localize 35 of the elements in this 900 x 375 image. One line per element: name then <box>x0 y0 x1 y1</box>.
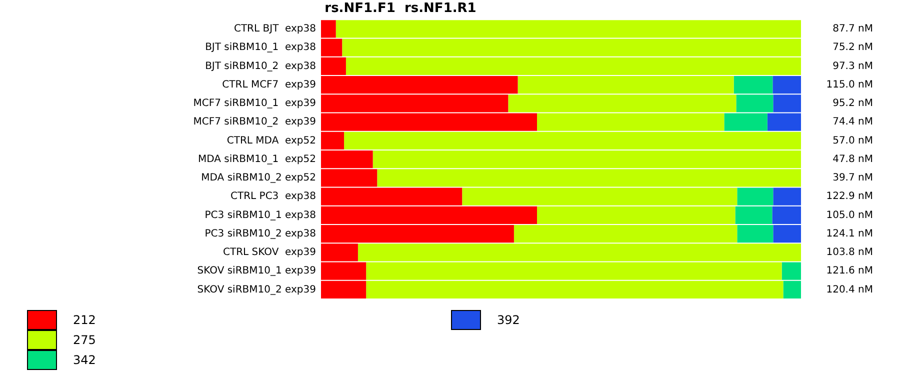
text: 105.0 nM <box>826 210 873 221</box>
y-tick-label: PC3 siRBM10_1 exp38 <box>204 210 316 221</box>
y-tick-label: MCF7 siRBM10_1 exp39 <box>193 98 316 110</box>
legend-label: 275 <box>73 333 96 347</box>
text: 39.7 nM <box>832 172 873 184</box>
y-tick-label: CTRL PC3 exp38 <box>230 191 316 202</box>
y-tick-label: SKOV siRBM10_1 exp39 <box>197 266 316 277</box>
text: 120.4 nM <box>826 284 873 296</box>
y-tick-label: CTRL BJT exp38 <box>234 24 316 35</box>
y-tick-label: CTRL MDA exp52 <box>226 135 316 146</box>
legend-label: 212 <box>73 313 96 327</box>
text: 103.8 nM <box>826 247 873 258</box>
y-tick-label: MDA siRBM10_1 exp52 <box>198 154 316 165</box>
legend-label: 392 <box>497 313 520 327</box>
text: 115.0 nM <box>826 79 873 90</box>
chart-title: rs.NF1.F1 rs.NF1.R1 <box>324 1 476 16</box>
y-tick-label: PC3 siRBM10_2 exp38 <box>204 228 316 240</box>
text: 97.3 nM <box>832 60 873 72</box>
y-tick-label: CTRL SKOV exp39 <box>222 247 316 258</box>
y-tick-label: CTRL MCF7 exp39 <box>222 79 316 90</box>
text: 57.0 nM <box>832 135 873 146</box>
text: 75.2 nM <box>832 42 873 54</box>
y-tick-label: MDA siRBM10_2 exp52 <box>201 172 316 184</box>
text: 122.9 nM <box>826 191 873 202</box>
legend-label: 342 <box>73 353 96 367</box>
text: 124.1 nM <box>826 228 873 240</box>
text: 74.4 nM <box>832 116 873 128</box>
y-tick-label: BJT siRBM10_1 exp38 <box>205 42 316 54</box>
text: 121.6 nM <box>826 266 873 277</box>
y-tick-label: BJT siRBM10_2 exp38 <box>205 60 316 72</box>
y-tick-label: MCF7 siRBM10_2 exp39 <box>193 116 316 128</box>
y-tick-label: SKOV siRBM10_2 exp39 <box>197 284 316 296</box>
text: 87.7 nM <box>832 24 873 35</box>
text: 47.8 nM <box>832 154 873 165</box>
text: 95.2 nM <box>832 98 873 110</box>
